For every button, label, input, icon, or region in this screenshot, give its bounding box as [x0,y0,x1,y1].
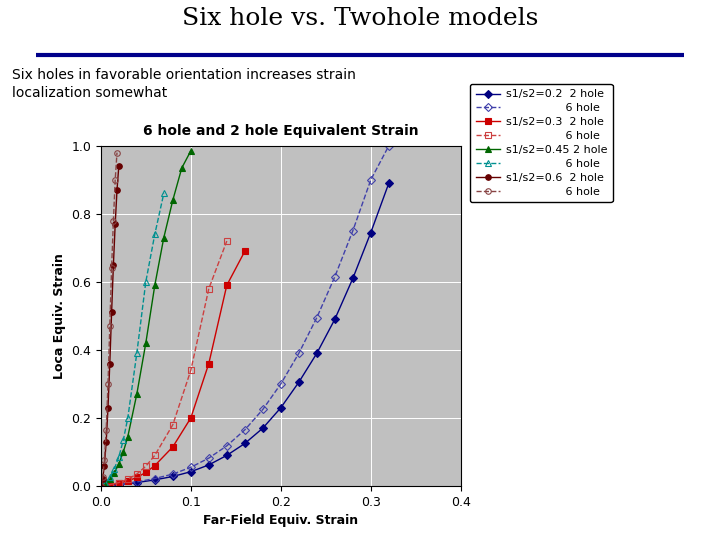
Title: 6 hole and 2 hole Equivalent Strain: 6 hole and 2 hole Equivalent Strain [143,124,418,138]
Legend: s1/s2=0.2  2 hole,                  6 hole, s1/s2=0.3  2 hole,                  : s1/s2=0.2 2 hole, 6 hole, s1/s2=0.3 2 ho… [470,84,613,202]
Text: Six holes in favorable orientation increases strain
localization somewhat: Six holes in favorable orientation incre… [12,68,356,100]
Text: Six hole vs. Twohole models: Six hole vs. Twohole models [182,6,538,30]
X-axis label: Far-Field Equiv. Strain: Far-Field Equiv. Strain [203,514,359,527]
Y-axis label: Loca Equiv. Strain: Loca Equiv. Strain [53,253,66,379]
